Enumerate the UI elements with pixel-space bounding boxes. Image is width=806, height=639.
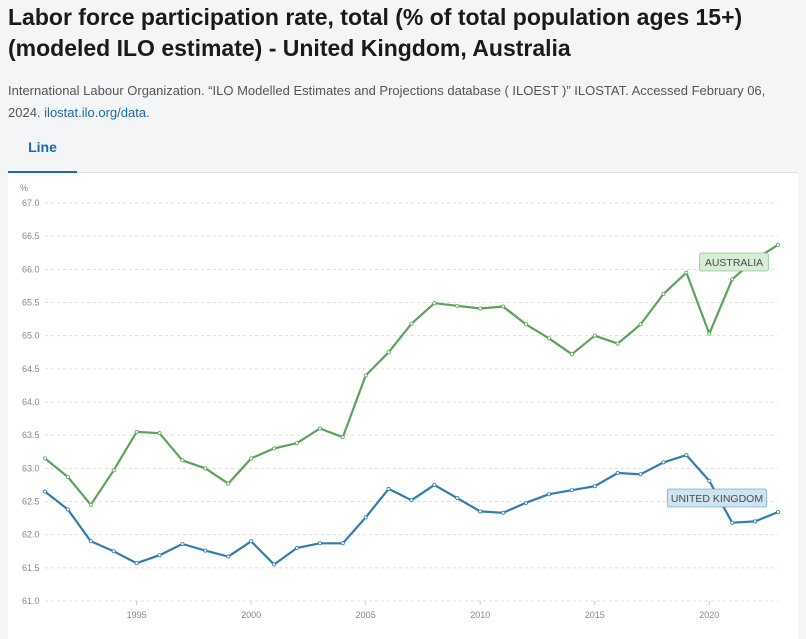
data-point-united-kingdom — [661, 460, 666, 465]
data-point-australia — [180, 458, 185, 463]
y-tick-label: 67.0 — [22, 198, 40, 208]
data-point-australia — [730, 277, 735, 282]
data-point-united-kingdom — [524, 500, 529, 505]
data-point-united-kingdom — [753, 519, 758, 524]
x-tick-label: 1995 — [127, 610, 147, 620]
data-point-australia — [546, 336, 551, 341]
series-label-united-kingdom: UNITED KINGDOM — [671, 493, 763, 505]
data-point-united-kingdom — [501, 510, 506, 515]
data-point-united-kingdom — [157, 553, 162, 558]
data-point-united-kingdom — [203, 548, 208, 553]
x-tick-label: 2005 — [356, 610, 376, 620]
source-citation: International Labour Organization. “ILO … — [8, 80, 798, 124]
y-tick-label: 63.0 — [22, 463, 40, 473]
data-point-united-kingdom — [432, 482, 437, 487]
y-tick-label: 64.5 — [22, 364, 40, 374]
y-tick-label: 66.0 — [22, 264, 40, 274]
series-line-australia — [43, 243, 780, 506]
series-line-united-kingdom — [43, 454, 780, 566]
data-point-australia — [157, 431, 162, 436]
data-point-united-kingdom — [684, 453, 689, 458]
data-point-united-kingdom — [111, 549, 116, 554]
y-tick-label: 62.0 — [22, 530, 40, 540]
data-point-united-kingdom — [478, 509, 483, 514]
data-point-australia — [776, 242, 781, 247]
line-chart: % 61.0 61.5 62.0 62.5 63.0 63.5 64.0 64.5 65.0 65.… — [20, 183, 781, 620]
data-point-united-kingdom — [88, 539, 93, 544]
data-point-australia — [43, 456, 48, 461]
y-tick-label: 65.5 — [22, 298, 40, 308]
y-tick-label: 63.5 — [22, 430, 40, 440]
x-tick-label: 2000 — [241, 610, 261, 620]
x-tick-label: 2010 — [470, 610, 490, 620]
y-axis-unit-label: % — [20, 183, 28, 193]
data-point-australia — [615, 341, 620, 346]
data-point-australia — [249, 456, 254, 461]
data-point-australia — [661, 291, 666, 296]
data-point-australia — [203, 466, 208, 471]
data-point-australia — [592, 333, 597, 338]
data-point-united-kingdom — [638, 472, 643, 477]
data-point-united-kingdom — [569, 488, 574, 493]
y-tick-label: 64.0 — [22, 397, 40, 407]
data-point-australia — [340, 435, 345, 440]
data-point-australia — [569, 352, 574, 357]
data-point-united-kingdom — [249, 539, 254, 544]
data-point-australia — [134, 429, 139, 434]
y-tick-label: 61.5 — [22, 563, 40, 573]
data-point-united-kingdom — [546, 492, 551, 497]
data-point-australia — [501, 304, 506, 309]
data-point-australia — [684, 270, 689, 275]
page-title: Labor force participation rate, total (%… — [8, 4, 743, 61]
data-point-united-kingdom — [707, 478, 712, 483]
data-point-australia — [272, 446, 277, 451]
data-point-united-kingdom — [226, 554, 231, 559]
data-point-australia — [317, 426, 322, 431]
series-label-box-united-kingdom — [666, 488, 768, 508]
data-point-united-kingdom — [776, 510, 781, 515]
data-point-australia — [294, 441, 299, 446]
y-tick-label: 61.0 — [22, 596, 40, 606]
data-point-united-kingdom — [363, 515, 368, 520]
data-point-australia — [524, 322, 529, 327]
data-point-united-kingdom — [730, 520, 735, 525]
data-point-australia — [707, 331, 712, 336]
series-label-australia: AUSTRALIA — [705, 257, 763, 269]
data-point-united-kingdom — [615, 470, 620, 475]
y-tick-label: 62.5 — [22, 497, 40, 507]
data-point-australia — [111, 468, 116, 473]
series-label-box-australia — [699, 252, 769, 272]
chart-tabs: Line — [8, 123, 798, 173]
tab-line[interactable]: Line — [8, 123, 77, 173]
data-point-united-kingdom — [294, 545, 299, 550]
data-point-united-kingdom — [180, 541, 185, 546]
data-point-united-kingdom — [317, 541, 322, 546]
data-point-australia — [88, 502, 93, 507]
y-tick-label: 66.5 — [22, 231, 40, 241]
x-tick-label: 2020 — [699, 610, 719, 620]
source-text: International Labour Organization. “ILO … — [8, 83, 766, 120]
data-point-united-kingdom — [134, 561, 139, 566]
data-point-australia — [65, 474, 70, 479]
chart-area: % 61.0 61.5 62.0 62.5 63.0 63.5 64.0 64.5 65.0 65.… — [8, 173, 798, 639]
data-point-united-kingdom — [592, 484, 597, 489]
data-point-united-kingdom — [340, 541, 345, 546]
data-point-australia — [478, 306, 483, 311]
y-tick-label: 65.0 — [22, 331, 40, 341]
data-point-united-kingdom — [386, 486, 391, 491]
data-point-united-kingdom — [43, 489, 48, 494]
data-point-united-kingdom — [409, 498, 414, 503]
data-point-australia — [409, 321, 414, 326]
data-point-australia — [226, 481, 231, 486]
data-point-australia — [432, 301, 437, 306]
data-point-australia — [386, 350, 391, 355]
source-link[interactable]: ilostat.ilo.org/data. — [44, 105, 150, 120]
data-point-united-kingdom — [455, 496, 460, 501]
data-point-australia — [363, 373, 368, 378]
data-point-united-kingdom — [65, 507, 70, 512]
data-point-australia — [638, 322, 643, 327]
x-tick-label: 2015 — [585, 610, 605, 620]
data-point-united-kingdom — [272, 562, 277, 567]
data-point-australia — [455, 303, 460, 308]
